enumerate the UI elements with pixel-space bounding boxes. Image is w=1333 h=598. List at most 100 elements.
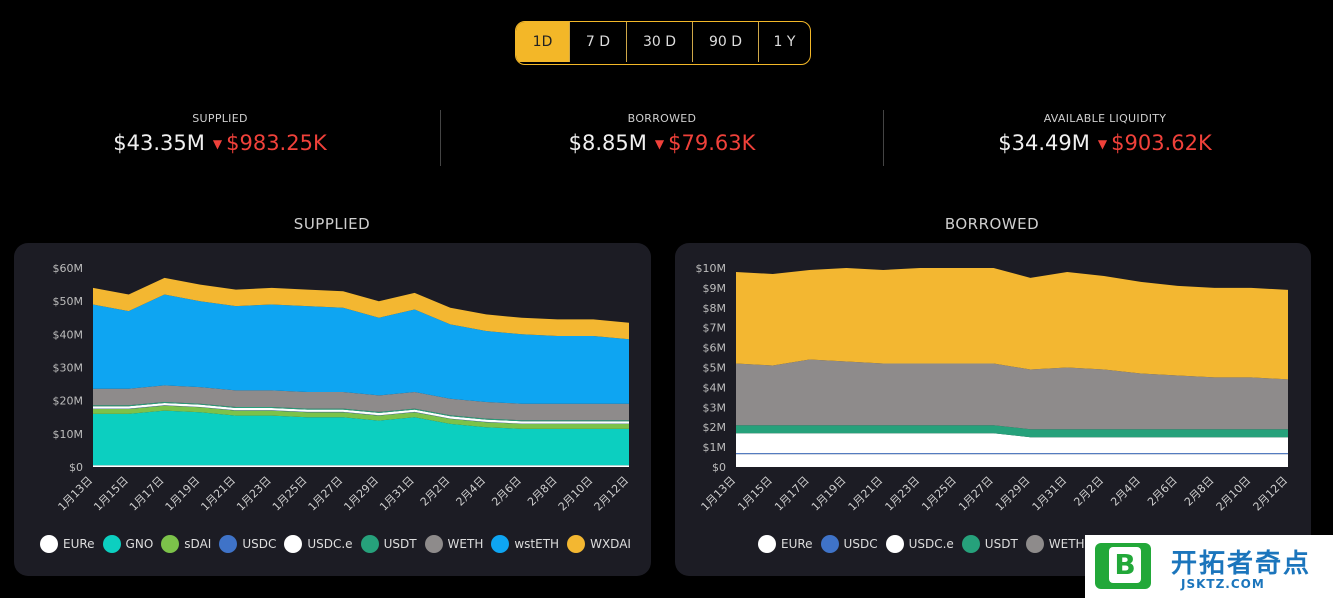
stat-liquidity: AVAILABLE LIQUIDITY $34.49M ▼ $903.62K xyxy=(955,112,1255,155)
stat-borrowed-value: $8.85M xyxy=(568,131,647,155)
borrowed-chart-title: BORROWED xyxy=(944,215,1040,233)
y-tick-label: $50M xyxy=(53,295,84,308)
x-tick-label: 2月6日 xyxy=(489,474,524,509)
stat-borrowed-change: $79.63K xyxy=(668,131,756,155)
legend-item-weth[interactable]: WETH xyxy=(1025,535,1085,553)
y-tick-label: $4M xyxy=(703,381,727,394)
legend-item-usdc-e[interactable]: USDC.e xyxy=(284,535,353,553)
legend-label: EURe xyxy=(63,537,95,551)
stat-liquidity-value: $34.49M xyxy=(998,131,1090,155)
x-tick-label: 2月2日 xyxy=(1071,474,1106,509)
area-series-usdt xyxy=(736,425,1288,438)
legend-item-wxdai[interactable]: WXDAI xyxy=(567,535,631,553)
y-tick-label: $10M xyxy=(53,428,84,441)
stat-borrowed-label: BORROWED xyxy=(627,112,697,125)
x-tick-label: 2月2日 xyxy=(418,474,453,509)
legend-label: USDC xyxy=(242,537,277,551)
legend-swatch xyxy=(758,535,776,553)
legend-label: WXDAI xyxy=(590,537,631,551)
range-tab-90d[interactable]: 90 D xyxy=(693,22,759,62)
x-tick-label: 1月21日 xyxy=(198,474,238,514)
y-tick-label: $5M xyxy=(703,362,727,375)
x-tick-label: 1月23日 xyxy=(883,474,923,514)
area-series-usdc-e xyxy=(93,403,629,424)
y-tick-label: $8M xyxy=(703,302,727,315)
legend-item-gno[interactable]: GNO xyxy=(102,535,154,553)
x-tick-label: 2月12日 xyxy=(1251,474,1291,514)
legend-label: WETH xyxy=(1048,537,1085,551)
legend-swatch xyxy=(491,535,510,553)
stat-divider xyxy=(440,110,441,166)
range-tab-7d[interactable]: 7 D xyxy=(570,22,627,62)
legend-item-usdc[interactable]: USDC xyxy=(820,535,878,553)
x-tick-label: 2月10日 xyxy=(556,474,596,514)
area-series-eure xyxy=(736,454,1288,467)
legend-label: GNO xyxy=(125,537,154,551)
legend-label: USDC.e xyxy=(307,537,353,551)
legend-label: wstETH xyxy=(514,537,560,551)
legend-swatch xyxy=(1025,535,1044,553)
x-tick-label: 1月27日 xyxy=(306,474,346,514)
x-tick-label: 1月17日 xyxy=(127,474,167,514)
watermark-url: JSKTZ.COM xyxy=(1181,577,1265,591)
legend-label: USDT xyxy=(383,537,417,551)
stat-supplied: SUPPLIED $43.35M ▼ $983.25K xyxy=(70,112,370,155)
legend-label: USDC.e xyxy=(908,537,954,551)
x-tick-label: 1月19日 xyxy=(163,474,203,514)
x-tick-label: 1月27日 xyxy=(956,474,996,514)
legend-item-eure[interactable]: EURe xyxy=(40,535,95,553)
legend-label: USDC xyxy=(843,537,878,551)
range-tab-1d[interactable]: 1D xyxy=(516,22,570,62)
range-tab-1y[interactable]: 1 Y xyxy=(773,34,796,50)
legend-item-usdt[interactable]: USDT xyxy=(360,535,417,553)
area-series-usdc xyxy=(736,453,1288,455)
x-tick-label: 2月8日 xyxy=(525,474,560,509)
legend-label: sDAI xyxy=(184,537,212,551)
x-tick-label: 1月17日 xyxy=(772,474,812,514)
y-tick-label: $30M xyxy=(53,362,84,375)
area-series-eure xyxy=(93,465,629,467)
area-series-wxdai xyxy=(736,268,1288,380)
site-watermark: B 开拓者奇点 JSKTZ.COM xyxy=(1085,535,1333,598)
caret-down-icon: ▼ xyxy=(1097,137,1108,151)
legend-item-usdt[interactable]: USDT xyxy=(961,535,1018,553)
y-tick-label: $0 xyxy=(69,461,83,474)
borrowed-chart: $0$1M$2M$3M$4M$5M$6M$7M$8M$9M$10M1月13日1月… xyxy=(696,262,1291,514)
x-tick-label: 2月8日 xyxy=(1182,474,1217,509)
x-tick-label: 1月25日 xyxy=(919,474,959,514)
watermark-logo-icon: B xyxy=(1095,543,1151,589)
legend-item-sdai[interactable]: sDAI xyxy=(161,535,211,553)
area-series-weth xyxy=(736,359,1288,430)
legend-swatch xyxy=(161,535,180,553)
x-tick-label: 2月10日 xyxy=(1214,474,1254,514)
x-tick-label: 1月31日 xyxy=(377,474,417,514)
watermark-title: 开拓者奇点 xyxy=(1171,549,1312,579)
legend-swatch xyxy=(360,535,379,553)
x-tick-label: 2月6日 xyxy=(1145,474,1180,509)
time-range-selector: 1D 7 D 30 D 90 D 1 Y xyxy=(515,21,811,65)
x-tick-label: 2月4日 xyxy=(1108,474,1143,509)
supplied-chart: $0 $10M $20M $30M $40M $50M $60M 1月13日1月15日1月17… xyxy=(53,262,632,514)
legend-swatch xyxy=(885,535,904,553)
stat-divider xyxy=(883,110,884,166)
y-tick-label: $60M xyxy=(53,262,84,275)
legend-label: EURe xyxy=(781,537,813,551)
area-series-weth xyxy=(93,385,629,421)
y-tick-label: $40M xyxy=(53,328,84,341)
legend-swatch xyxy=(961,535,980,553)
stat-borrowed: BORROWED $8.85M ▼ $79.63K xyxy=(512,112,812,155)
area-series-usdt xyxy=(93,402,629,422)
y-tick-label: $10M xyxy=(696,262,727,275)
legend-swatch xyxy=(40,535,58,553)
legend-item-usdc-e[interactable]: USDC.e xyxy=(885,535,954,553)
legend-item-usdc[interactable]: USDC xyxy=(219,535,276,553)
y-tick-label: $7M xyxy=(703,322,727,335)
legend-item-weth[interactable]: WETH xyxy=(424,535,483,553)
legend-item-wsteth[interactable]: wstETH xyxy=(491,535,559,553)
x-tick-label: 1月31日 xyxy=(1030,474,1070,514)
stat-supplied-value: $43.35M xyxy=(113,131,205,155)
range-tab-30d[interactable]: 30 D xyxy=(627,22,693,62)
x-tick-label: 1月19日 xyxy=(809,474,849,514)
legend-item-eure[interactable]: EURe xyxy=(758,535,813,553)
legend-swatch xyxy=(219,535,238,553)
